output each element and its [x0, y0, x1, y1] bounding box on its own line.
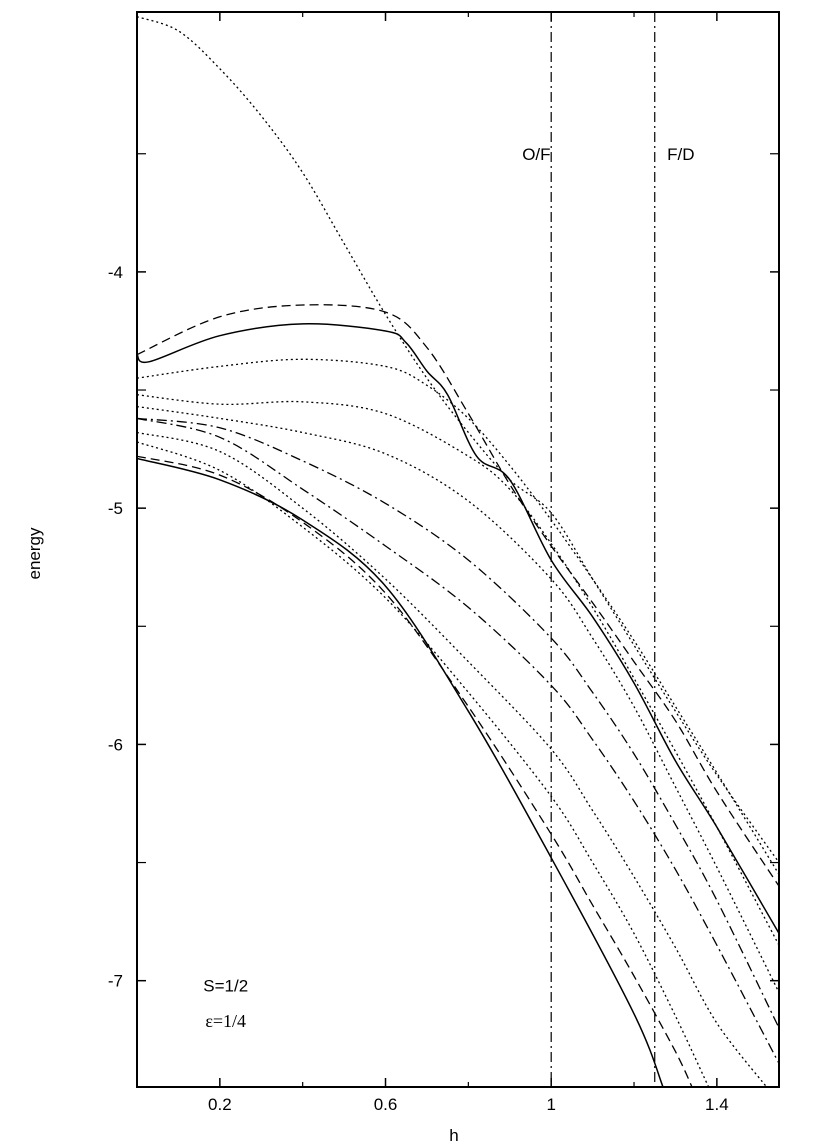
axis-ticks [137, 12, 779, 1087]
y-tick-label: -5 [108, 499, 123, 518]
phase-boundaries [550, 12, 656, 1087]
plot-frame [136, 11, 780, 1088]
x-tick-label: 0.6 [374, 1095, 398, 1114]
series-line-9 [137, 417, 779, 1064]
annotation-spin: S=1/2 [203, 976, 248, 995]
annotation-fd: F/D [667, 145, 694, 164]
series-line-6 [137, 394, 779, 946]
tick-labels: 0.2 0.6 1 1.4 -7 -6 -5 -4 [108, 263, 729, 1114]
series-line-7 [137, 405, 779, 993]
plot-lines [137, 16, 779, 1087]
series-line-5 [137, 358, 779, 875]
series-line-3 [137, 304, 779, 887]
y-tick-label: -4 [108, 263, 123, 282]
y-tick-label: -7 [108, 972, 123, 991]
x-tick-label: 1 [546, 1095, 555, 1114]
x-axis-label: h [449, 1126, 458, 1144]
series-line-10 [137, 431, 768, 1087]
series-line-2 [137, 323, 779, 934]
y-tick-label: -6 [108, 735, 123, 754]
series-line-12 [137, 455, 693, 1087]
series-line-4 [137, 16, 779, 863]
annotation-epsilon: ε=1/4 [205, 1011, 246, 1031]
y-axis-label: energy [25, 527, 44, 579]
series-line-11 [137, 441, 710, 1087]
annotation-of: O/F [522, 145, 550, 164]
x-tick-label: 1.4 [705, 1095, 729, 1114]
x-tick-label: 0.2 [208, 1095, 232, 1114]
